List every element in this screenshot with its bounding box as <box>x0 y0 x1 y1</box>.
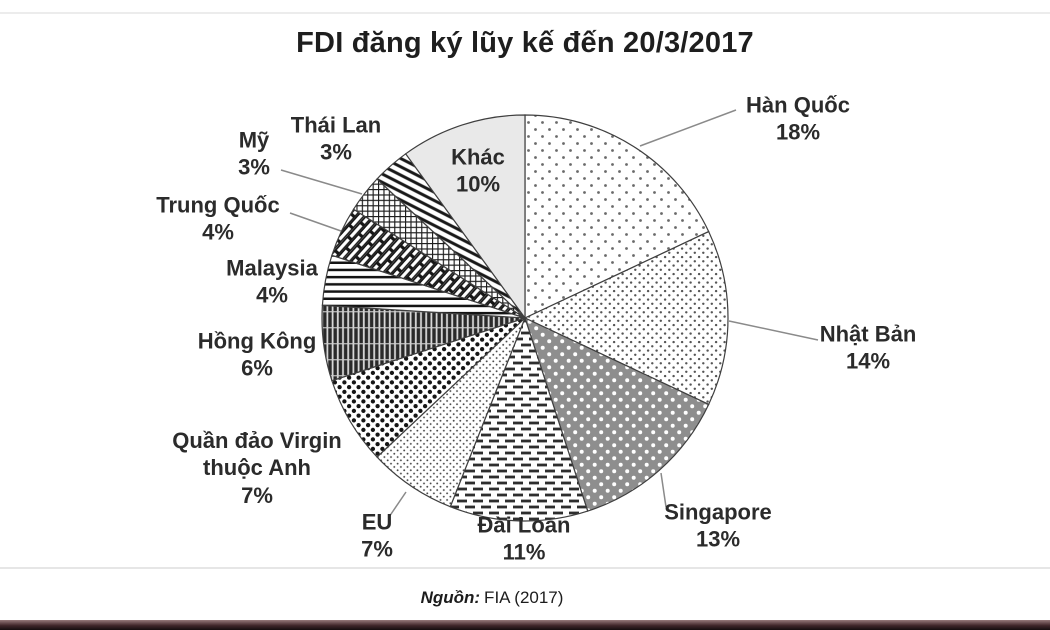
pie-slices <box>321 114 729 522</box>
leader-line-my <box>280 169 363 195</box>
leader-line-eu <box>388 491 407 518</box>
source-prefix-label: Nguồn: <box>420 588 481 607</box>
pie-slice-nhat-ban <box>523 230 729 406</box>
bottom-bar <box>0 620 1050 630</box>
bottom-divider <box>0 567 1050 569</box>
top-divider <box>0 12 1050 14</box>
source-value-label: FIA (2017) <box>484 588 564 607</box>
leader-line-han-quoc <box>639 109 737 147</box>
leader-lines <box>280 109 819 518</box>
source-caption: Nguồn: FIA (2017) <box>421 588 564 608</box>
pie-slice-singapore <box>524 316 710 512</box>
leader-line-trung-quoc <box>289 212 342 232</box>
leader-line-nhat-ban <box>728 320 819 341</box>
pie-slice-dai-loan <box>449 316 589 522</box>
leader-line-singapore <box>660 472 667 508</box>
pie-slice-khac <box>404 114 526 320</box>
pie-slice-han-quoc <box>524 114 710 319</box>
chart-title: FDI đăng ký lũy kế đến 20/3/2017 <box>296 27 754 59</box>
